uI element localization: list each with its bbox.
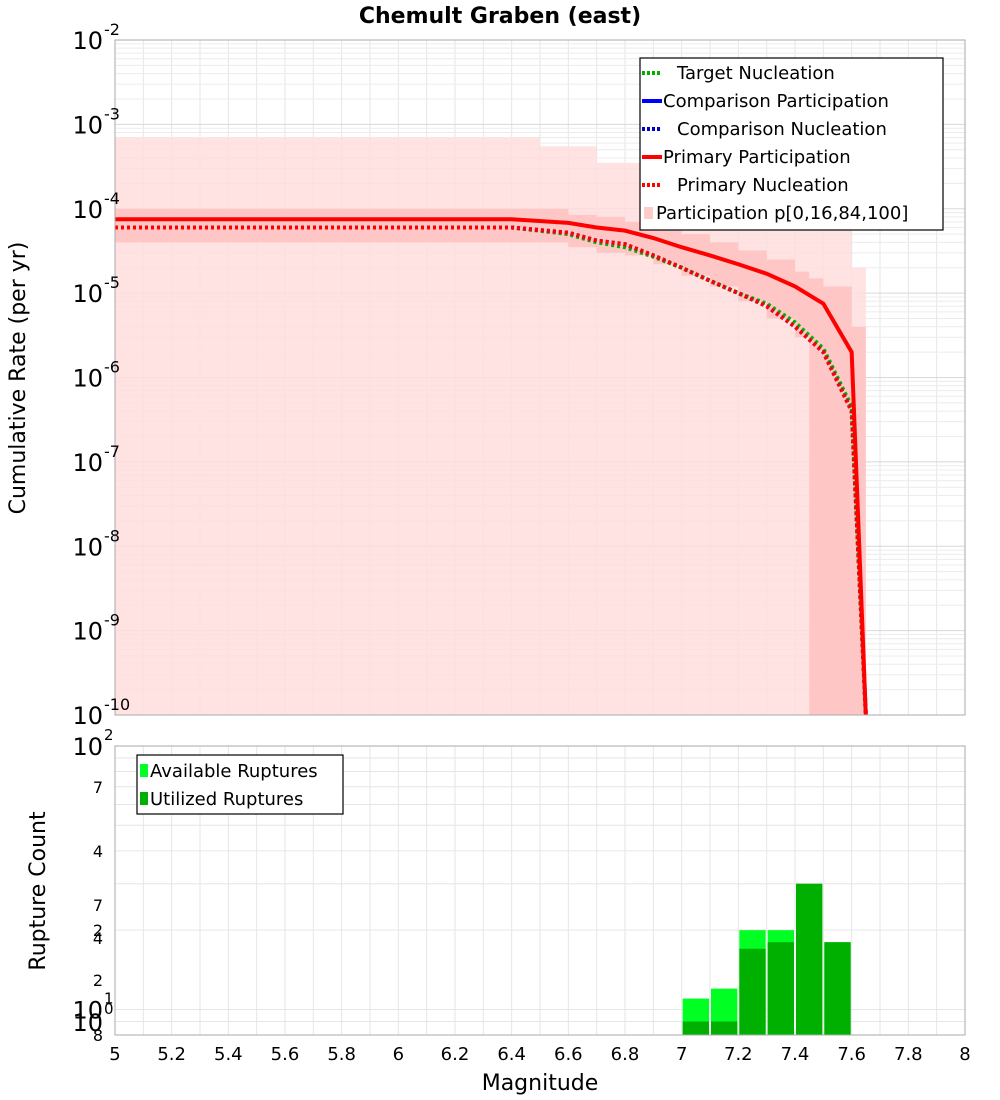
- x-tick-label: 6.2: [441, 1044, 470, 1065]
- rate-legend: Target Nucleation Comparison Participatio…: [639, 57, 944, 231]
- rate-legend-box: [639, 57, 944, 231]
- y-tick-label-exponent: -10: [104, 695, 130, 714]
- x-tick-label: 6.4: [497, 1044, 526, 1065]
- y-tick-label: 10: [72, 111, 103, 139]
- bar-utilized: [739, 948, 766, 1035]
- y-tick-label: 10: [72, 1009, 103, 1037]
- legend-label: Comparison Participation: [663, 91, 889, 112]
- y-tick-label: 10: [72, 702, 103, 730]
- legend-label: Utilized Ruptures: [150, 789, 303, 810]
- legend-swatch-band: [644, 207, 653, 219]
- legend-swatch: [140, 792, 148, 805]
- y-tick-label: 2: [93, 971, 103, 990]
- y-tick-label: 10: [72, 196, 103, 224]
- x-tick-label: 7.6: [837, 1044, 866, 1065]
- y-tick-label: 10: [72, 733, 103, 761]
- legend-label: Comparison Nucleation: [677, 119, 887, 140]
- y-tick-label: 8: [93, 1026, 103, 1045]
- y-tick-label: 10: [72, 618, 103, 646]
- rupture-legend: Available Ruptures Utilized Ruptures: [136, 754, 344, 815]
- y-tick-label-exponent: -4: [104, 189, 120, 208]
- x-tick-label: 7: [676, 1044, 687, 1065]
- x-tick-label: 6: [393, 1044, 404, 1065]
- series-line-primary-participation: [115, 217, 868, 716]
- series-line-target-nucleation: [115, 225, 868, 716]
- y-tick-label: 7: [93, 778, 103, 797]
- y-tick-label: 10: [72, 365, 103, 393]
- bar-utilized: [796, 883, 823, 1035]
- rupture-y-axis-label: Rupture Count: [26, 811, 51, 971]
- x-tick-label: 6.8: [611, 1044, 640, 1065]
- y-tick-label: 10: [72, 280, 103, 308]
- participation-band-p0-p100: [115, 137, 866, 716]
- legend-label: Participation p[0,16,84,100]: [656, 203, 908, 224]
- x-tick-label: 7.8: [894, 1044, 923, 1065]
- x-tick-label: 5: [109, 1044, 120, 1065]
- y-tick-label-exponent: 0: [104, 1000, 114, 1018]
- y-tick-label: 10: [72, 449, 103, 477]
- y-tick-label-exponent: -2: [104, 20, 120, 39]
- rate-y-axis-label: Cumulative Rate (per yr): [6, 242, 31, 515]
- y-tick-label: 4: [93, 842, 103, 861]
- x-tick-label: 5.8: [327, 1044, 356, 1065]
- y-tick-label-exponent: -7: [104, 442, 120, 461]
- rupture-plot-frame: [114, 745, 966, 1036]
- y-tick-label-exponent: -5: [104, 273, 120, 292]
- rupture-legend-box: [136, 754, 344, 815]
- x-tick-label: 7.2: [724, 1044, 753, 1065]
- x-tick-label: 8: [959, 1044, 970, 1065]
- y-tick-label-exponent: -6: [104, 358, 120, 377]
- y-tick-label-exponent: 2: [104, 726, 114, 744]
- x-tick-label: 5.6: [271, 1044, 300, 1065]
- y-tick-label: 10: [72, 996, 103, 1024]
- y-tick-label: 7: [93, 896, 103, 915]
- bar-utilized: [767, 942, 794, 1035]
- y-tick-label-exponent: 1: [104, 989, 114, 1007]
- x-tick-label: 5.4: [214, 1044, 243, 1065]
- bar-utilized: [711, 1021, 738, 1035]
- y-tick-label: 10: [72, 27, 103, 55]
- legend-label: Primary Nucleation: [677, 175, 849, 196]
- legend-swatch: [140, 764, 148, 777]
- chart-title: Chemult Graben (east): [359, 4, 641, 29]
- y-tick-label: 10: [72, 533, 103, 561]
- rupture-grid: [114, 745, 966, 1036]
- x-tick-label: 6.6: [554, 1044, 583, 1065]
- y-tick-label-exponent: -8: [104, 526, 120, 545]
- x-tick-label: 7.4: [781, 1044, 810, 1065]
- x-tick-label: 5.2: [157, 1044, 186, 1065]
- x-axis-label: Magnitude: [482, 1071, 599, 1096]
- legend-label: Target Nucleation: [676, 63, 835, 84]
- bar-utilized: [824, 942, 851, 1035]
- bar-utilized: [682, 1021, 709, 1035]
- y-tick-label-exponent: -9: [104, 611, 120, 630]
- legend-label: Primary Participation: [663, 147, 851, 168]
- rate-plot-frame: [114, 39, 966, 716]
- y-tick-label: 4: [93, 929, 103, 948]
- y-tick-label-exponent: -3: [104, 104, 120, 123]
- y-tick-label: 2: [93, 921, 103, 940]
- legend-label: Available Ruptures: [150, 761, 318, 782]
